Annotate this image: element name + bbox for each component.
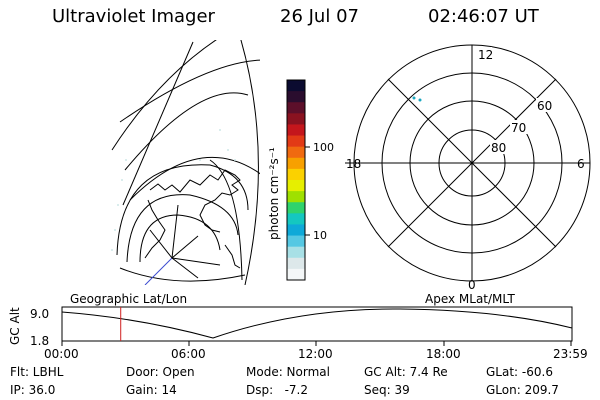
colorbar-cell [287,157,305,170]
colorbar-cell [287,257,305,270]
map-spoke-2 [171,257,221,266]
colorbar-cell [287,135,305,148]
lat-label-70: 70 [511,121,526,135]
colorbar-cell [287,224,305,237]
map-spoke-1 [171,235,199,259]
x-tick-18-00: 18:00 [426,347,461,361]
mlt-label-0: 0 [468,278,476,292]
map-lat-curve-4 [129,156,260,201]
map-edge-arc [240,40,259,285]
colorbar-cell [287,146,305,159]
colorbar-cell [287,102,305,114]
date-label: 26 Jul 07 [280,6,359,27]
colorbar-unit-label: photon cm⁻²s⁻¹ [267,147,281,240]
colorbar-cell [287,235,305,248]
time-label: 02:46:07 UT [428,6,539,27]
x-tick-23-59: 23:59 [553,347,588,361]
coastline-2 [144,199,166,259]
info-seq: Seq: 39 [364,383,410,397]
coastline-3 [224,244,241,269]
timeline: Geographic Lat/Lon Apex MLat/MLT GC Alt … [8,292,588,361]
blue-meridian [144,257,173,285]
info-glon: GLon: 209.7 [486,383,559,397]
colorbar-cell [287,268,305,281]
gc-alt-curve [61,308,573,339]
aurora-speckles [111,129,236,251]
colorbar-cell [287,168,305,181]
map-lat-curve-2 [119,59,260,123]
colorbar-cell [287,124,305,137]
info-gc-alt: GC Alt: 7.4 Re [364,365,448,379]
colorbar-cell [287,113,305,125]
map-lat-curve-1 [111,40,217,151]
colorbar-cell [287,213,305,225]
y-tick-1.8: 1.8 [30,334,49,348]
info-ip: IP: 36.0 [10,383,55,397]
map-lat-curve-7 [139,214,221,263]
lat-label-60: 60 [537,99,552,113]
colorbar-tick-label-100: 100 [313,141,334,154]
map-lat-curve-3 [124,92,249,171]
coastline-1 [149,169,241,233]
gc-alt-axis-label: GC Alt [8,307,22,345]
x-tick-00-00: 00:00 [44,347,79,361]
map-spoke-4 [171,204,179,259]
map-lat-curve-6 [126,194,239,263]
map-spoke-5 [171,257,199,279]
timeline-frame [61,306,573,342]
colorbar-cell [287,246,305,259]
aurora-point [418,98,422,102]
info-glat: GLat: -60.6 [486,365,553,379]
info-filter: Flt: LBHL [10,365,64,379]
x-tick-06-00: 06:00 [171,347,206,361]
info-panel: Flt: LBHL Door: Open Mode: Normal GC Alt… [10,365,559,397]
geographic-label: Geographic Lat/Lon [70,292,187,306]
colorbar-frame [286,79,306,281]
colorbar: 100 10 photon cm⁻²s⁻¹ [267,79,334,281]
colorbar-tick-label-10: 10 [313,229,327,242]
map-lat-curve-8 [209,159,243,281]
colorbar-cell [287,191,305,203]
map-spoke-3 [149,229,173,259]
colorbar-cell [287,180,305,192]
colorbar-cell [287,80,305,92]
info-dsp: Dsp: -7.2 [246,383,308,397]
x-tick-12-00: 12:00 [298,347,333,361]
lat-label-80: 80 [491,141,506,155]
map-lat-curve-5 [116,164,249,256]
y-tick-9: 9.0 [30,307,49,321]
imager-title: Ultraviolet Imager [52,6,215,27]
info-mode: Mode: Normal [246,365,330,379]
info-gain: Gain: 14 [126,383,177,397]
mlt-label-18: 18 [346,157,361,171]
geographic-map [111,40,260,285]
info-door: Door: Open [126,365,195,379]
polar-plot [345,44,591,282]
colorbar-cell [287,202,305,214]
apex-label: Apex MLat/MLT [425,292,515,306]
mlt-label-6: 6 [577,157,585,171]
map-bottom-arc [119,267,246,282]
map-edge-line [122,41,194,206]
aurora-point [412,96,416,100]
mlt-label-12: 12 [478,48,493,62]
colorbar-cell [287,91,305,103]
polar-diagonal-2 [387,78,557,248]
